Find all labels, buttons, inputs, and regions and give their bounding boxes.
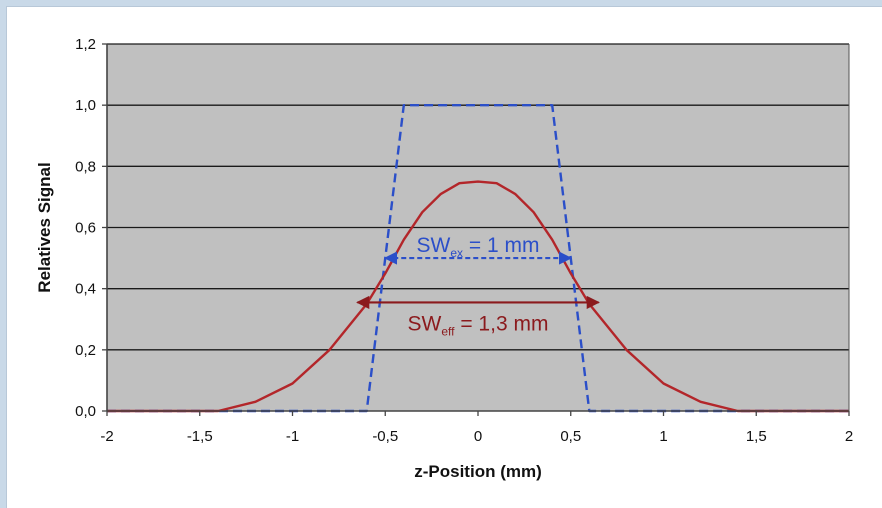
y-tick-label: 0,2	[75, 342, 96, 359]
ticks: -2 -1,5 -1 -0,5 0 0,5 1 1,5 2 0,0 0,2 0,4 0,6 0,8 1,0 1…	[75, 36, 853, 445]
x-tick-label: 2	[845, 428, 853, 445]
y-tick-label: 0,6	[75, 220, 96, 237]
y-tick-label: 0,0	[75, 403, 96, 420]
y-tick-label: 1,0	[75, 97, 96, 114]
x-tick-label: -2	[100, 428, 113, 445]
x-tick-label: 1,5	[746, 428, 767, 445]
x-tick-label: 0,5	[560, 428, 581, 445]
x-tick-label: -1,5	[187, 428, 213, 445]
y-axis-title: Relatives Signal	[35, 162, 54, 292]
x-tick-label: -1	[286, 428, 299, 445]
grid	[107, 43, 849, 351]
x-tick-label: 1	[659, 428, 667, 445]
x-tick-label: 0	[474, 428, 482, 445]
series-line-solid	[107, 180, 849, 413]
x-tick-label: -0,5	[372, 428, 398, 445]
y-tick-label: 0,4	[75, 281, 96, 298]
annotation-label: SWex = 1 mm	[417, 234, 540, 260]
x-axis-title: z-Position (mm)	[414, 462, 542, 481]
annotations: SWex = 1 mm SWeff = 1,3 mm	[356, 234, 600, 338]
annotation-label: SWeff = 1,3 mm	[408, 312, 549, 338]
y-tick-label: 1,2	[75, 36, 96, 53]
y-tick-label: 0,8	[75, 158, 96, 175]
